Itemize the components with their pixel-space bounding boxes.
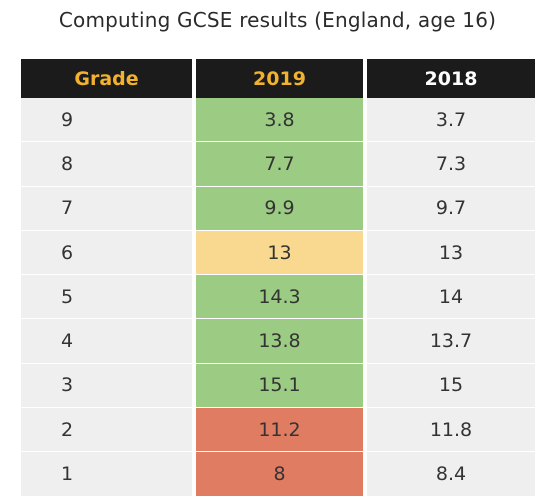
cell-2019: 11.2 [192,407,367,453]
table-row: 8 7.7 7.3 [21,141,535,187]
header-row: Grade 2019 2018 [21,59,535,98]
cell-2019: 9.9 [192,186,367,231]
cell-grade: 6 [21,230,194,276]
cell-grade: 1 [21,451,194,497]
cell-2019: 14.3 [192,274,367,320]
cell-grade: 9 [21,98,194,143]
cell-2018: 7.3 [365,141,535,187]
cell-2018: 13.7 [365,318,535,364]
cell-2018: 11.8 [365,407,535,453]
cell-2019: 3.8 [192,98,367,143]
cell-grade: 3 [21,363,194,409]
header-2019: 2019 [192,59,367,98]
cell-2018: 9.7 [365,186,535,231]
cell-2019: 7.7 [192,141,367,187]
header-grade: Grade [21,59,194,98]
table-row: 3 15.1 15 [21,363,535,409]
cell-2018: 15 [365,363,535,409]
chart-title: Computing GCSE results (England, age 16) [58,8,497,32]
cell-grade: 4 [21,318,194,364]
table-row: 2 11.2 11.8 [21,407,535,453]
cell-2019: 8 [192,451,367,497]
table-row: 6 13 13 [21,230,535,276]
cell-2019: 13 [192,230,367,276]
cell-2019: 13.8 [192,318,367,364]
table-row: 7 9.9 9.7 [21,186,535,231]
table-body: 9 3.8 3.7 8 7.7 7.3 7 9.9 9.7 6 13 13 5 14.3 14 4 13.8 13… [21,98,535,497]
table-row: 1 8 8.4 [21,451,535,497]
results-table: Grade 2019 2018 9 3.8 3.7 8 7.7 7.3 7 9.9 9.7 6 13… [21,59,535,497]
cell-2018: 14 [365,274,535,320]
table-row: 9 3.8 3.7 [21,98,535,143]
cell-grade: 2 [21,407,194,453]
cell-2019: 15.1 [192,363,367,409]
cell-2018: 13 [365,230,535,276]
table-row: 5 14.3 14 [21,274,535,320]
table-row: 4 13.8 13.7 [21,318,535,364]
cell-2018: 3.7 [365,98,535,143]
cell-grade: 7 [21,186,194,231]
header-2018: 2018 [365,59,535,98]
cell-2018: 8.4 [365,451,535,497]
cell-grade: 5 [21,274,194,320]
cell-grade: 8 [21,141,194,187]
